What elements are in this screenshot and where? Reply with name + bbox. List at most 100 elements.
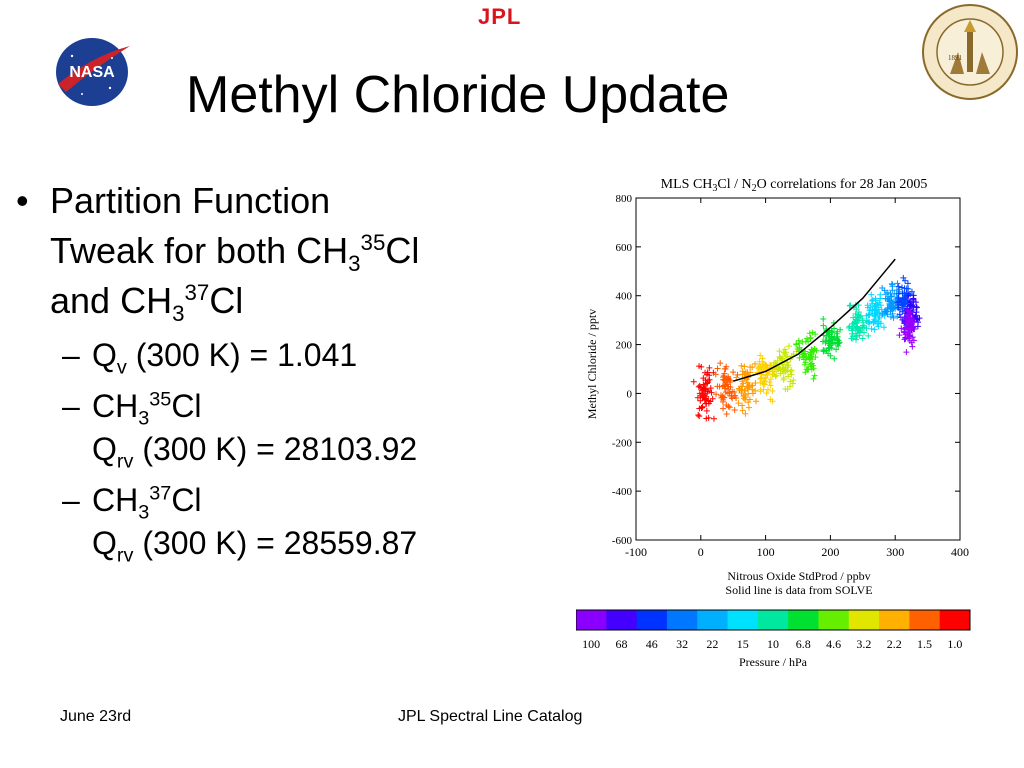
colorbar-swatch — [909, 610, 941, 630]
scatter-point — [865, 332, 872, 339]
x-axis-label: Nitrous Oxide StdProd / ppbv — [727, 569, 870, 583]
scatter-point — [698, 363, 705, 370]
x-tick-label: 200 — [821, 545, 839, 559]
scatter-series-32 — [879, 280, 903, 321]
scatter-point — [696, 413, 703, 420]
scatter-point — [857, 312, 864, 319]
scatter-point — [912, 312, 919, 319]
scatter-point — [820, 315, 827, 322]
scatter-point — [739, 387, 746, 394]
colorbar-swatch — [788, 610, 819, 630]
scatter-point — [745, 384, 752, 391]
scatter-point — [848, 325, 855, 332]
scatter-point — [895, 283, 902, 290]
sub-bullet-line: Qrv (300 K) = 28103.92 — [92, 431, 418, 473]
scatter-point — [728, 394, 735, 401]
x-axis-ticks: -100 0 100 200 300 400 — [625, 198, 969, 559]
scatter-point — [880, 324, 887, 331]
scatter-point — [854, 324, 861, 331]
scatter-point — [906, 326, 913, 333]
scatter-point — [852, 316, 859, 323]
scatter-point — [869, 296, 876, 303]
scatter-point — [849, 335, 856, 342]
scatter-point — [894, 280, 901, 287]
x-tick-label: 0 — [698, 545, 704, 559]
scatter-point — [725, 383, 732, 390]
scatter-point — [705, 378, 712, 385]
colorbar-swatch — [757, 610, 789, 630]
scatter-point — [769, 388, 776, 395]
scatter-point — [904, 319, 911, 326]
scatter-point — [903, 285, 910, 292]
scatter-point — [803, 335, 810, 342]
scatter-point — [897, 314, 904, 321]
colorbar-label: Pressure / hPa — [739, 655, 808, 669]
colorbar-swatch — [666, 610, 698, 630]
scatter-point — [855, 302, 862, 309]
scatter-point — [781, 368, 788, 375]
y-tick-label: 200 — [616, 340, 633, 352]
scatter-point — [726, 389, 733, 396]
scatter-point — [738, 362, 745, 369]
bullet-line: Tweak for both CH335Cl — [50, 230, 420, 277]
scatter-point — [767, 396, 774, 403]
scatter-point — [712, 371, 719, 378]
scatter-point — [892, 305, 899, 312]
scatter-point — [779, 355, 786, 362]
scatter-point — [799, 338, 806, 345]
scatter-point — [749, 364, 756, 371]
scatter-point — [879, 284, 886, 291]
scatter-point — [866, 307, 873, 314]
scatter-point — [698, 405, 705, 412]
scatter-point — [735, 400, 742, 407]
scatter-point — [733, 374, 740, 381]
scatter-point — [871, 310, 878, 317]
scatter-point — [714, 365, 721, 372]
colorbar-swatch — [818, 610, 850, 630]
scatter-point — [745, 404, 752, 411]
scatter-point — [829, 340, 836, 347]
scatter-point — [851, 319, 858, 326]
scatter-point — [719, 383, 726, 390]
sub-bullet-line: CH337Cl — [92, 482, 202, 524]
scatter-point — [739, 402, 746, 409]
scatter-point — [857, 326, 864, 333]
scatter-point — [767, 376, 774, 383]
footer-title: JPL Spectral Line Catalog — [398, 708, 583, 725]
colorbar-swatch — [576, 610, 607, 630]
scatter-point — [704, 369, 711, 376]
scatter-point — [741, 363, 748, 370]
scatter-point — [898, 325, 905, 332]
scatter-point — [796, 354, 803, 361]
nasa-logo-text: NASA — [69, 64, 115, 81]
colorbar-tick-label: 4.6 — [826, 637, 841, 651]
scatter-point — [853, 333, 860, 340]
scatter-point — [899, 284, 906, 291]
scatter-point — [889, 281, 896, 288]
colorbar-swatch — [697, 610, 729, 630]
scatter-series-2.2 — [733, 360, 760, 417]
scatter-point — [877, 291, 884, 298]
scatter-point — [831, 325, 838, 332]
scatter-point — [721, 376, 728, 383]
sub-bullet-dash: – — [62, 482, 80, 518]
scatter-point — [896, 332, 903, 339]
scatter-point — [874, 301, 881, 308]
scatter-point — [871, 316, 878, 323]
scatter-point — [887, 290, 894, 297]
correlation-chart: MLS CH3Cl / N2O correlations for 28 Jan … — [575, 168, 996, 680]
scatter-point — [913, 303, 920, 310]
scatter-point — [901, 336, 908, 343]
scatter-point — [859, 315, 866, 322]
scatter-point — [887, 313, 894, 320]
scatter-point — [690, 378, 697, 385]
sub-bullet-dash: – — [62, 388, 80, 424]
scatter-point — [819, 338, 826, 345]
scatter-point — [759, 380, 766, 387]
scatter-point — [776, 348, 783, 355]
x-tick-label: 100 — [757, 545, 775, 559]
scatter-point — [763, 390, 770, 397]
scatter-point — [776, 364, 783, 371]
scatter-point — [904, 307, 911, 314]
scatter-point — [906, 333, 913, 340]
